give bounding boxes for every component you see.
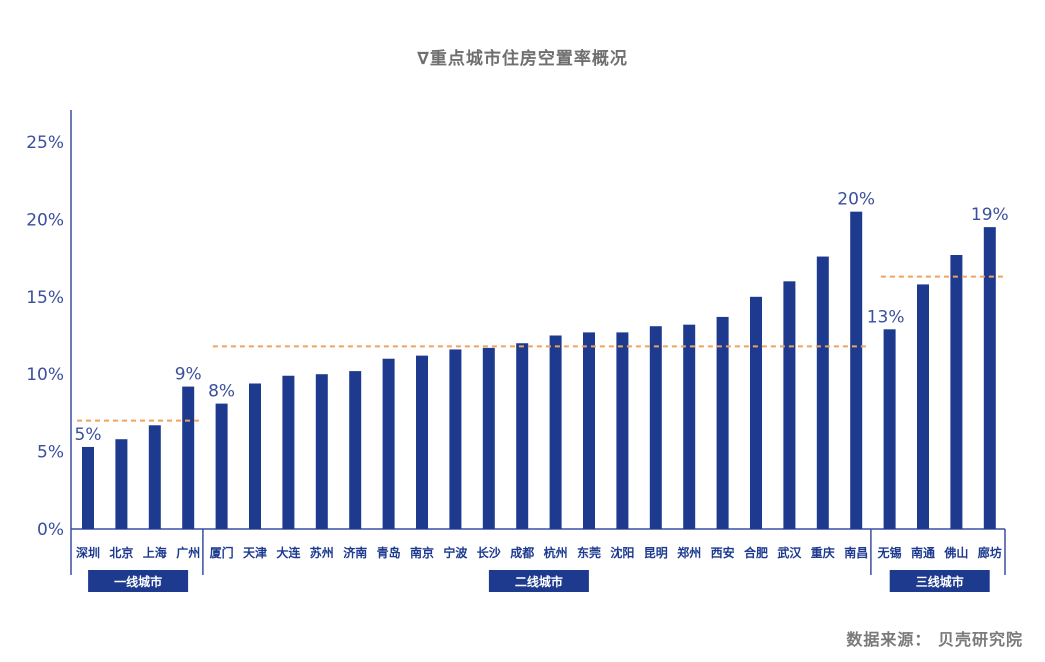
y-tick-label: 5% <box>37 443 64 463</box>
bar <box>917 284 929 529</box>
data-label: 19% <box>971 205 1009 225</box>
x-tick-label: 西安 <box>711 545 735 560</box>
y-tick-label: 15% <box>26 288 64 308</box>
x-tick-label: 廊坊 <box>978 545 1002 560</box>
x-tick-label: 深圳 <box>76 545 100 560</box>
x-tick-label: 无锡 <box>877 545 902 560</box>
chart-title: ∇重点城市住房空置率概况 <box>417 49 628 69</box>
y-tick-label: 0% <box>37 520 64 540</box>
x-tick-label: 广州 <box>176 545 200 560</box>
bar <box>482 347 495 529</box>
x-tick-label: 济南 <box>343 545 367 560</box>
x-tick-label: 杭州 <box>544 545 568 560</box>
bar <box>649 326 662 529</box>
x-tick-label: 郑州 <box>677 545 701 560</box>
bar <box>883 329 896 529</box>
x-tick-label: 佛山 <box>943 545 968 560</box>
y-tick-label: 20% <box>26 210 64 230</box>
bar <box>82 446 94 529</box>
y-tick-label: 10% <box>26 365 64 385</box>
bar <box>816 256 829 529</box>
x-tick-label: 南昌 <box>844 545 868 560</box>
bar <box>750 296 762 529</box>
x-tick-label: 天津 <box>243 545 267 560</box>
x-tick-label: 南京 <box>410 545 434 560</box>
x-tick-label: 沈阳 <box>610 545 634 560</box>
bar <box>148 425 161 529</box>
x-tick-label: 北京 <box>109 545 133 560</box>
x-tick-label: 东莞 <box>577 545 601 560</box>
bar <box>115 439 128 529</box>
bar <box>215 403 228 529</box>
x-tick-label: 合肥 <box>744 545 768 560</box>
bar <box>683 324 696 529</box>
x-tick-label: 南通 <box>911 545 935 560</box>
bar <box>349 371 362 529</box>
bar <box>549 335 562 529</box>
group-label-box <box>88 570 189 592</box>
x-tick-label: 昆明 <box>644 546 668 560</box>
bar <box>616 332 629 529</box>
bar <box>449 349 462 529</box>
data-label: 13% <box>867 307 905 327</box>
bar <box>382 358 395 529</box>
x-tick-label: 武汉 <box>777 545 802 560</box>
group-label: 一线城市 <box>114 574 162 589</box>
group-label: 二线城市 <box>515 574 563 589</box>
bar <box>850 211 863 529</box>
group-label-box <box>488 570 589 592</box>
data-label: 5% <box>75 425 102 445</box>
x-tick-label: 宁波 <box>443 545 468 560</box>
bar <box>950 255 963 529</box>
x-tick-label: 大连 <box>276 545 301 560</box>
x-tick-label: 上海 <box>143 545 167 560</box>
bar <box>583 332 595 529</box>
bar <box>182 386 195 529</box>
x-tick-label: 青岛 <box>377 545 401 560</box>
bar <box>783 281 796 529</box>
bar <box>282 375 295 529</box>
x-tick-label: 重庆 <box>811 545 835 560</box>
x-tick-label: 苏州 <box>310 545 334 560</box>
bar <box>315 374 328 529</box>
data-label: 20% <box>837 190 875 210</box>
group-label-box <box>889 570 990 592</box>
x-tick-label: 厦门 <box>210 545 234 560</box>
x-tick-label: 成都 <box>510 545 534 560</box>
data-label: 9% <box>175 365 202 385</box>
bar <box>716 316 729 529</box>
x-tick-label: 长沙 <box>477 545 501 560</box>
bar <box>249 383 261 529</box>
group-label: 三线城市 <box>916 574 964 589</box>
data-label: 8% <box>208 382 235 402</box>
y-tick-label: 25% <box>26 133 64 153</box>
bar <box>516 343 529 529</box>
data-source: 数据来源： 贝壳研究院 <box>846 630 1023 649</box>
bar <box>983 227 996 529</box>
bar <box>416 355 428 529</box>
